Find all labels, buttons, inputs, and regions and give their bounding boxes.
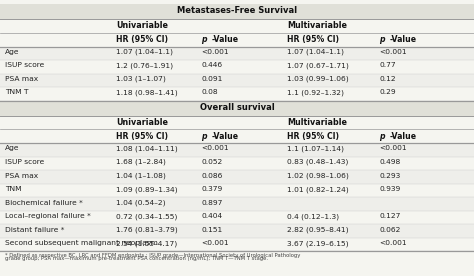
Text: ISUP score: ISUP score xyxy=(5,159,44,165)
Text: 0.08: 0.08 xyxy=(201,89,218,95)
Text: Distant failure *: Distant failure * xyxy=(5,227,64,233)
Text: Biochemical failure *: Biochemical failure * xyxy=(5,200,82,206)
Text: 1.04 (0.54–2): 1.04 (0.54–2) xyxy=(116,200,166,206)
Text: 0.062: 0.062 xyxy=(379,227,401,233)
Text: ISUP score: ISUP score xyxy=(5,62,44,68)
Text: 0.83 (0.48–1.43): 0.83 (0.48–1.43) xyxy=(287,159,348,166)
Bar xyxy=(0,33,474,47)
Text: 1.76 (0.81–3.79): 1.76 (0.81–3.79) xyxy=(116,227,178,233)
Text: <0.001: <0.001 xyxy=(201,145,229,152)
Text: PSA max: PSA max xyxy=(5,76,38,82)
Text: 0.72 (0.34–1.55): 0.72 (0.34–1.55) xyxy=(116,213,177,220)
Text: 0.293: 0.293 xyxy=(379,172,401,179)
Text: <0.001: <0.001 xyxy=(379,145,407,152)
Text: -Value: -Value xyxy=(390,132,417,141)
Text: 0.4 (0.12–1.3): 0.4 (0.12–1.3) xyxy=(287,213,339,220)
Text: 1.2 (0.76–1.91): 1.2 (0.76–1.91) xyxy=(116,62,173,69)
Text: HR (95% CI): HR (95% CI) xyxy=(116,35,168,44)
Text: 1.04 (1–1.08): 1.04 (1–1.08) xyxy=(116,172,166,179)
Text: <0.001: <0.001 xyxy=(201,240,229,246)
Bar xyxy=(0,157,474,170)
Text: -Value: -Value xyxy=(212,35,239,44)
Text: 1.68 (1–2.84): 1.68 (1–2.84) xyxy=(116,159,166,166)
Text: 1.01 (0.82–1.24): 1.01 (0.82–1.24) xyxy=(287,186,348,193)
Bar xyxy=(0,87,474,101)
Bar xyxy=(0,101,474,116)
Text: 0.77: 0.77 xyxy=(379,62,396,68)
Text: TNM: TNM xyxy=(5,186,21,192)
Text: HR (95% CI): HR (95% CI) xyxy=(116,132,168,141)
Text: HR (95% CI): HR (95% CI) xyxy=(287,132,339,141)
Text: 0.151: 0.151 xyxy=(201,227,223,233)
Text: -Value: -Value xyxy=(390,35,417,44)
Text: Age: Age xyxy=(5,145,19,152)
Bar xyxy=(0,143,474,157)
Text: 0.446: 0.446 xyxy=(201,62,223,68)
Text: 1.03 (0.99–1.06): 1.03 (0.99–1.06) xyxy=(287,76,348,83)
Text: -Value: -Value xyxy=(212,132,239,141)
Bar xyxy=(0,197,474,211)
Text: 1.1 (1.07–1.14): 1.1 (1.07–1.14) xyxy=(287,145,344,152)
Text: 1.09 (0.89–1.34): 1.09 (0.89–1.34) xyxy=(116,186,178,193)
Text: Multivariable: Multivariable xyxy=(287,118,347,127)
Text: 0.29: 0.29 xyxy=(379,89,396,95)
Bar xyxy=(0,47,474,60)
Text: p: p xyxy=(201,132,207,141)
Text: 2.54 (1.55–4.17): 2.54 (1.55–4.17) xyxy=(116,240,177,247)
Text: 0.379: 0.379 xyxy=(201,186,223,192)
Bar xyxy=(0,170,474,184)
Text: <0.001: <0.001 xyxy=(379,240,407,246)
Text: p: p xyxy=(201,35,207,44)
Text: 3.67 (2.19–6.15): 3.67 (2.19–6.15) xyxy=(287,240,348,247)
Text: 1.08 (1.04–1.11): 1.08 (1.04–1.11) xyxy=(116,145,178,152)
Text: Univariable: Univariable xyxy=(116,21,168,30)
Text: HR (95% CI): HR (95% CI) xyxy=(287,35,339,44)
Text: Second subsequent malignant neoplasm: Second subsequent malignant neoplasm xyxy=(5,240,158,246)
Text: 0.091: 0.091 xyxy=(201,76,223,82)
Text: 0.127: 0.127 xyxy=(379,213,401,219)
Text: 1.07 (1.04–1.1): 1.07 (1.04–1.1) xyxy=(116,49,173,55)
Text: p: p xyxy=(379,35,385,44)
Text: Local–regional failure *: Local–regional failure * xyxy=(5,213,91,219)
Text: 0.404: 0.404 xyxy=(201,213,223,219)
Text: 1.1 (0.92–1.32): 1.1 (0.92–1.32) xyxy=(287,89,344,96)
Text: 0.086: 0.086 xyxy=(201,172,223,179)
Text: 1.02 (0.98–1.06): 1.02 (0.98–1.06) xyxy=(287,172,349,179)
Text: p: p xyxy=(379,132,385,141)
Bar xyxy=(0,129,474,143)
Text: 0.939: 0.939 xyxy=(379,186,401,192)
Bar xyxy=(0,74,474,87)
Bar xyxy=(0,19,474,33)
Text: Age: Age xyxy=(5,49,19,55)
Text: Overall survival: Overall survival xyxy=(200,103,274,112)
Bar xyxy=(0,238,474,251)
Bar xyxy=(0,224,474,238)
Text: 0.498: 0.498 xyxy=(379,159,401,165)
Text: grade group; PSA max—maximum pre-treatment PSA concentration (ng/mL); TNM T—TNM : grade group; PSA max—maximum pre-treatme… xyxy=(5,256,268,261)
Text: 0.897: 0.897 xyxy=(201,200,223,206)
Text: Multivariable: Multivariable xyxy=(287,21,347,30)
Bar xyxy=(0,211,474,224)
Text: 1.07 (1.04–1.1): 1.07 (1.04–1.1) xyxy=(287,49,344,55)
Bar xyxy=(0,4,474,19)
Text: Metastases-Free Survival: Metastases-Free Survival xyxy=(177,6,297,15)
Text: * Defined as respective BC, LRC and FFDM endpoints.; ISUP grade—International So: * Defined as respective BC, LRC and FFDM… xyxy=(5,253,300,258)
Text: Univariable: Univariable xyxy=(116,118,168,127)
Text: PSA max: PSA max xyxy=(5,172,38,179)
Text: <0.001: <0.001 xyxy=(201,49,229,55)
Text: 1.07 (0.67–1.71): 1.07 (0.67–1.71) xyxy=(287,62,349,69)
Text: 2.82 (0.95–8.41): 2.82 (0.95–8.41) xyxy=(287,227,348,233)
Text: 0.052: 0.052 xyxy=(201,159,223,165)
Bar xyxy=(0,60,474,74)
Text: 1.18 (0.98–1.41): 1.18 (0.98–1.41) xyxy=(116,89,178,96)
Text: TNM T: TNM T xyxy=(5,89,28,95)
Text: 0.12: 0.12 xyxy=(379,76,396,82)
Bar xyxy=(0,116,474,129)
Text: 1.03 (1–1.07): 1.03 (1–1.07) xyxy=(116,76,166,83)
Text: <0.001: <0.001 xyxy=(379,49,407,55)
Bar xyxy=(0,184,474,197)
